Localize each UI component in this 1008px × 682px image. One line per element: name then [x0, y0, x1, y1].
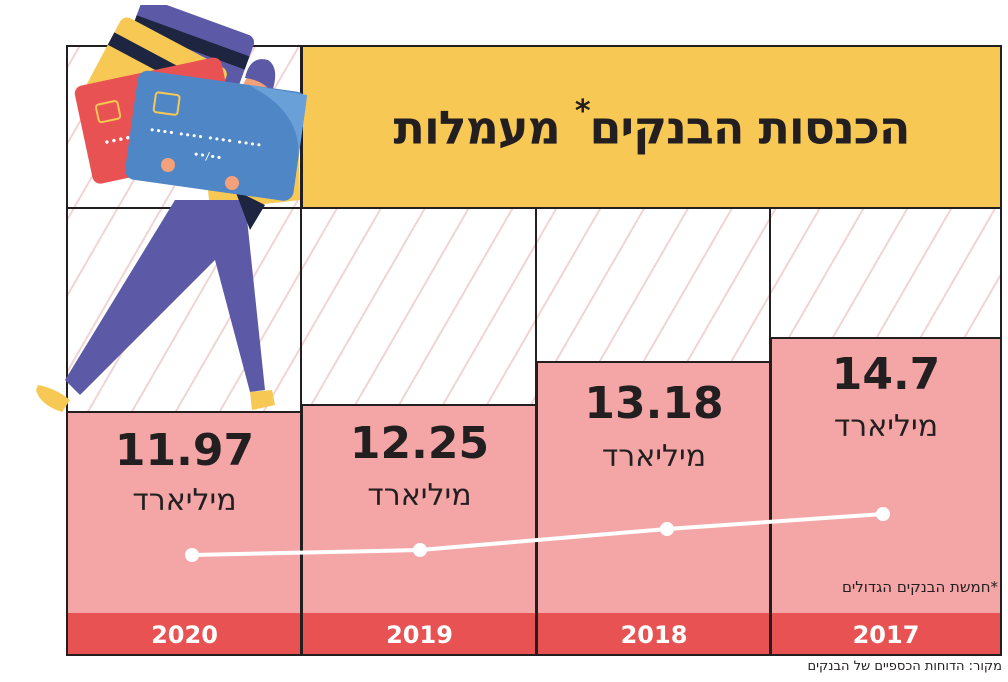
bar-unit: מיליארד [833, 409, 939, 444]
svg-text:••/••: ••/•• [192, 148, 223, 165]
bar-value: 12.25 [349, 418, 490, 469]
footnote: *חמשת הבנקים הגדולים [841, 578, 998, 596]
column-divider [769, 208, 771, 656]
svg-text:••••: •••• [102, 131, 133, 151]
source-note: מקור: הדוחות הכספיים של הבנקים [807, 659, 1003, 674]
person-carrying-credit-cards-illustration: •••• •••• •••• •••• •••• ••/•• [36, 5, 308, 412]
year-label-2017: 2017 [772, 613, 1000, 656]
page-title: הכנסות הבנקים* מעמלות [393, 93, 911, 155]
title-box: הכנסות הבנקים* מעמלות [301, 45, 1002, 209]
column-divider [300, 45, 302, 656]
column-divider [535, 208, 537, 656]
bar-value: 11.97 [114, 425, 255, 476]
title-asterisk: * [574, 93, 591, 129]
bottom-border [66, 654, 1002, 656]
bar-unit: מיליארד [132, 483, 237, 518]
year-label-2019: 2019 [303, 613, 536, 656]
bar-2018: 13.18 מיליארד [536, 361, 772, 656]
bar-value: 13.18 [584, 378, 724, 429]
year-label-2018: 2018 [538, 613, 770, 656]
bar-value: 14.7 [831, 349, 941, 400]
bar-unit: מיליארד [367, 478, 472, 513]
bar-2017: 14.7 מיליארד [770, 337, 1002, 656]
year-label-2020: 2020 [68, 613, 301, 656]
bar-unit: מיליארד [601, 439, 707, 474]
